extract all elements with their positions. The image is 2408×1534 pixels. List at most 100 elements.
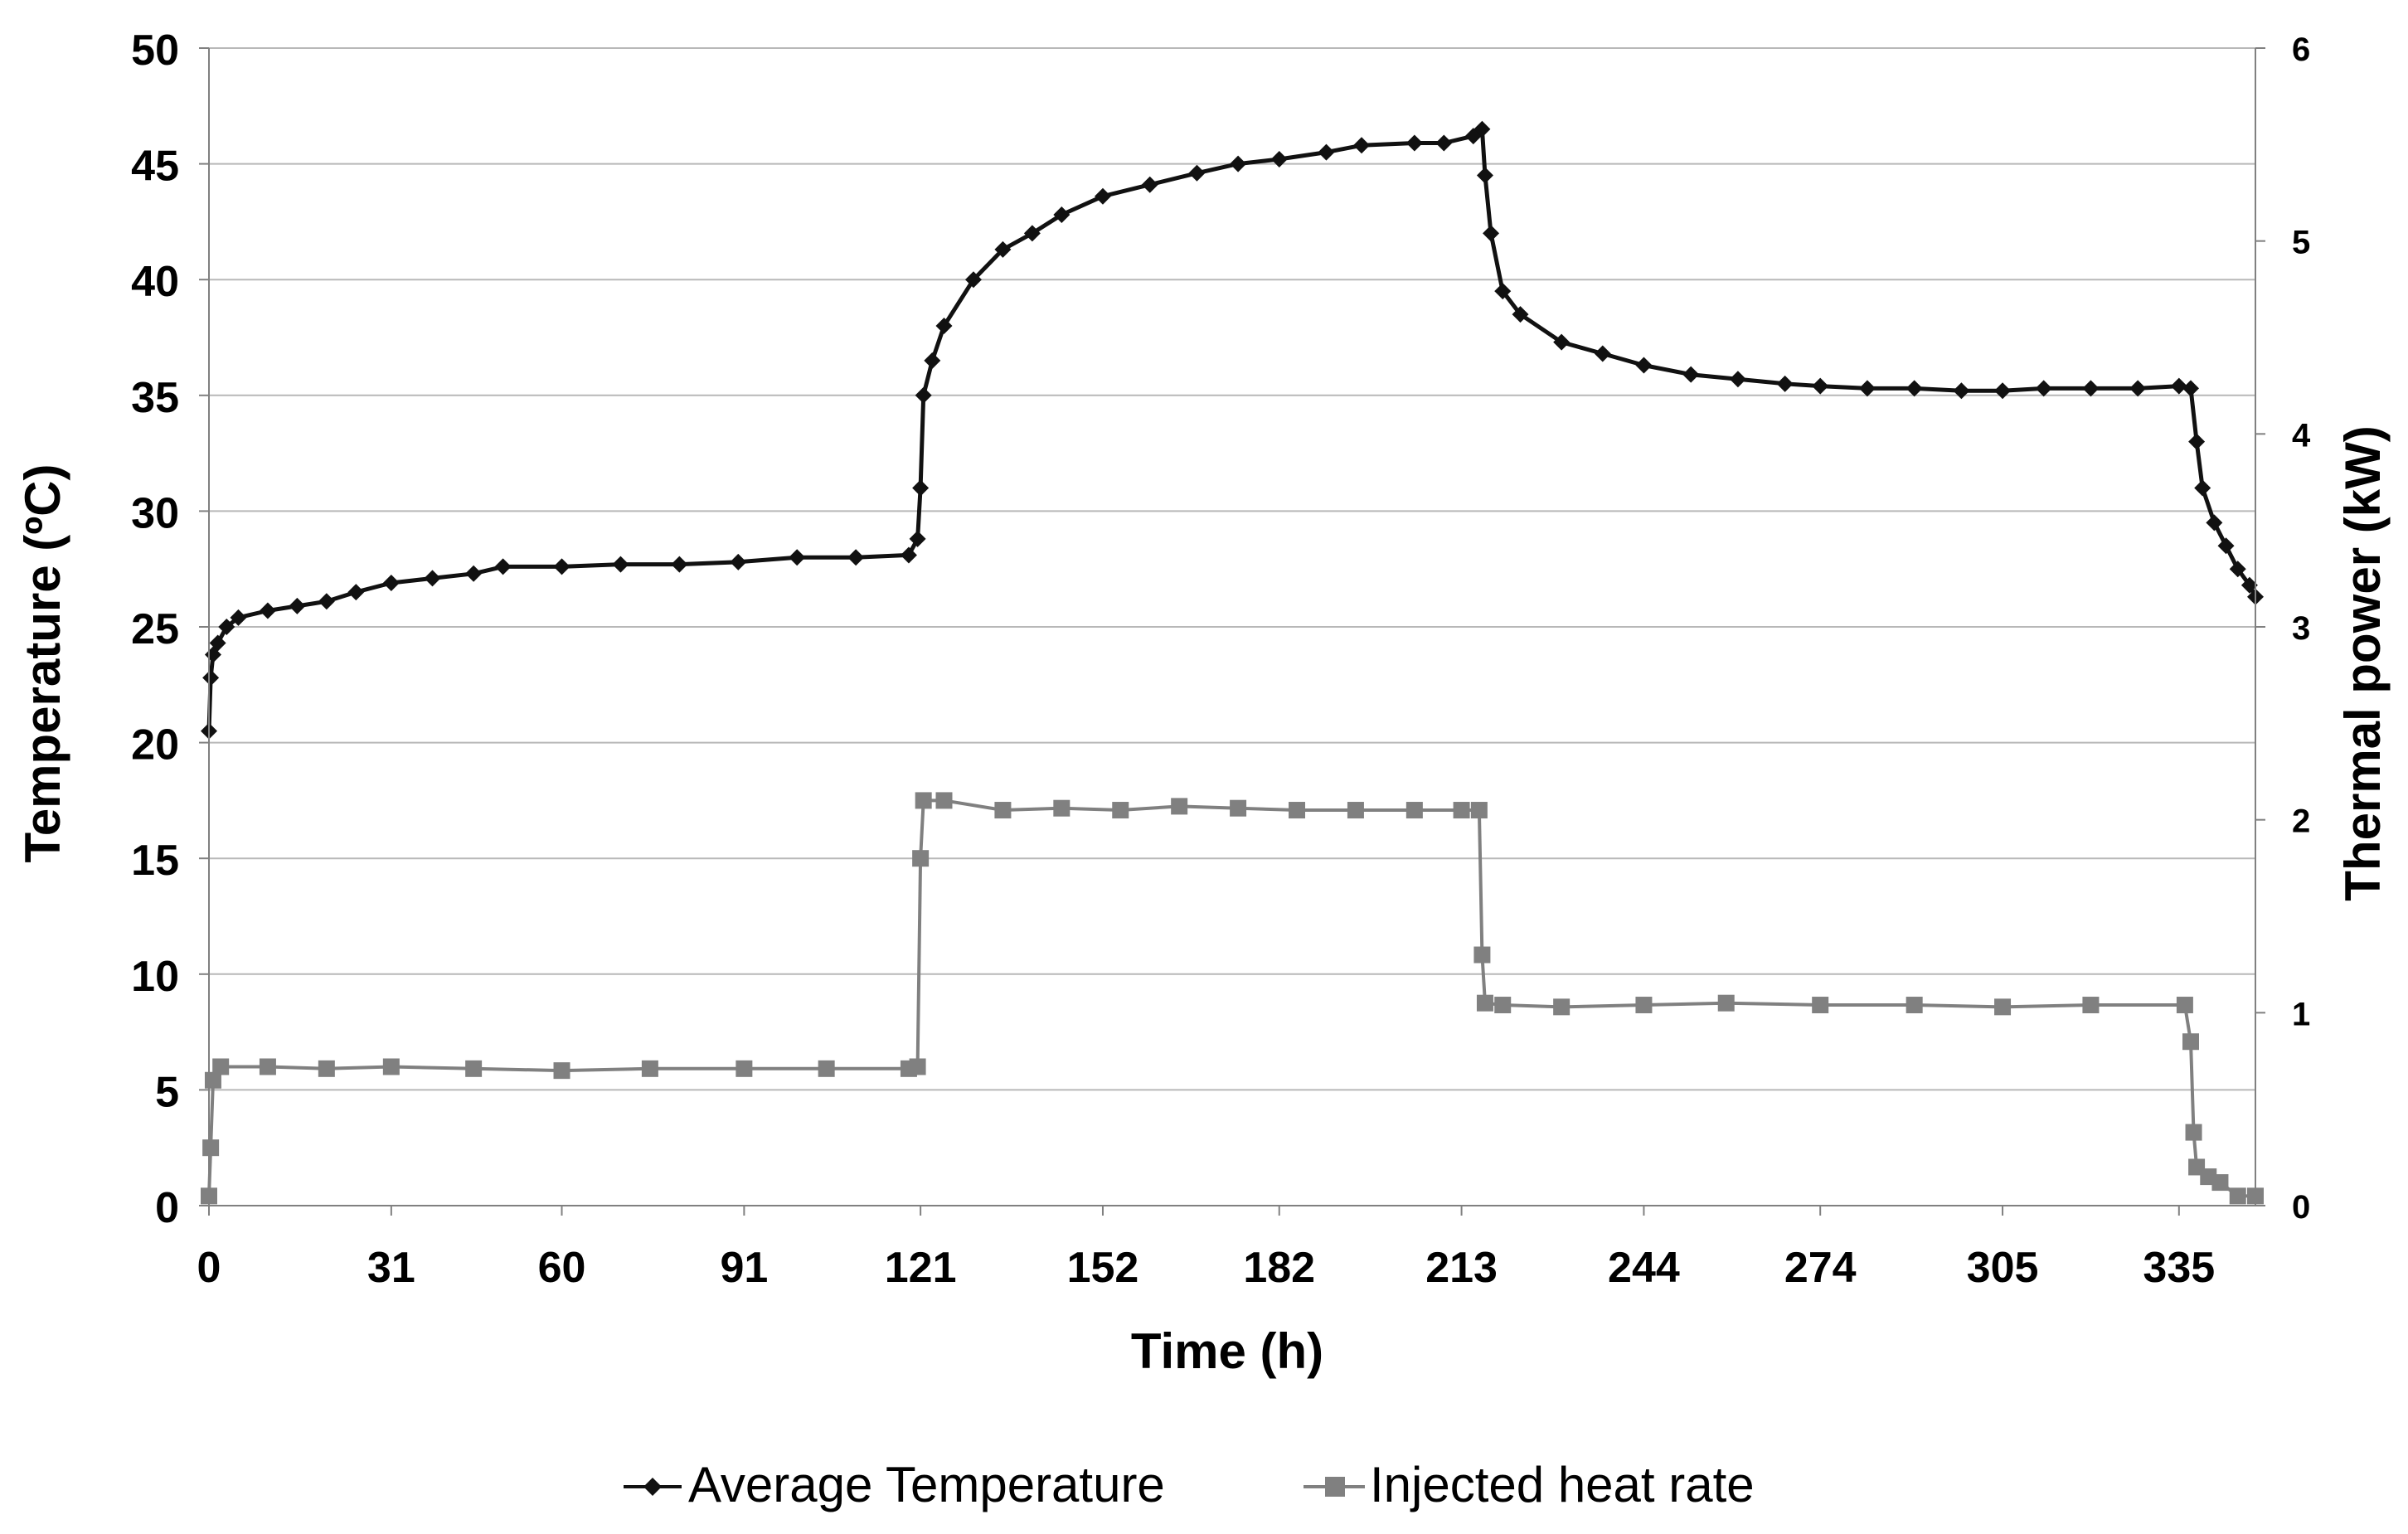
data-point <box>1906 997 1923 1014</box>
data-point <box>2082 380 2100 397</box>
data-point <box>1188 164 1206 182</box>
diamond-marker-icon <box>643 1478 662 1496</box>
data-point <box>2082 997 2100 1014</box>
data-point <box>1094 187 1111 205</box>
data-point <box>2211 1174 2229 1192</box>
data-point <box>1553 333 1571 351</box>
data-point <box>1476 994 1493 1012</box>
x-tick-label: 335 <box>2143 1244 2215 1292</box>
data-point <box>1112 802 1129 819</box>
x-tick-label: 31 <box>367 1244 415 1292</box>
data-point <box>1353 137 1371 154</box>
data-point <box>2229 561 2246 578</box>
data-point <box>424 570 441 587</box>
data-point <box>818 1060 835 1077</box>
data-point <box>994 802 1012 819</box>
data-point <box>789 549 806 566</box>
y2-tick-label: 3 <box>2292 610 2310 647</box>
data-point <box>1230 799 1247 817</box>
x-tick-label: 91 <box>720 1244 768 1292</box>
data-point <box>2176 997 2193 1014</box>
data-point <box>2241 576 2258 594</box>
data-point <box>1635 997 1653 1014</box>
y-tick-label: 50 <box>131 27 179 75</box>
data-point <box>318 1060 335 1077</box>
data-point <box>2185 1124 2202 1141</box>
data-point <box>1553 998 1571 1016</box>
data-point <box>1023 225 1041 242</box>
y-tick-label: 0 <box>155 1184 179 1232</box>
data-point <box>1812 377 1829 395</box>
data-point <box>382 574 400 591</box>
data-point <box>1483 225 1500 242</box>
y-tick-label: 30 <box>131 489 179 537</box>
y-tick-label: 20 <box>131 721 179 769</box>
series-average-temperature <box>201 120 2264 740</box>
data-point <box>2182 380 2199 397</box>
x-tick-label: 152 <box>1067 1244 1139 1292</box>
x-tick-label: 213 <box>1425 1244 1498 1292</box>
data-point <box>1682 366 1700 383</box>
data-point <box>259 602 276 619</box>
data-point <box>2217 537 2235 555</box>
data-point <box>1473 120 1491 138</box>
data-point <box>1812 997 1829 1014</box>
y2-tick-label: 0 <box>2292 1189 2310 1226</box>
x-tick-label: 182 <box>1243 1244 1315 1292</box>
data-point <box>935 792 953 809</box>
data-point <box>1635 357 1653 374</box>
data-point <box>964 271 982 289</box>
data-point <box>612 556 629 573</box>
data-point <box>553 558 570 575</box>
data-point <box>671 556 688 573</box>
data-point <box>912 479 930 497</box>
data-point <box>1717 994 1735 1012</box>
data-point <box>465 565 483 582</box>
legend: Average Temperature Injected heat rate <box>624 1457 1755 1512</box>
data-point <box>1906 380 1923 397</box>
data-point <box>202 1139 220 1157</box>
data-point <box>2035 380 2052 397</box>
y-tick-label: 15 <box>131 837 179 885</box>
data-point <box>1318 143 1335 161</box>
data-point <box>1053 799 1070 817</box>
data-point <box>382 1058 400 1075</box>
data-point <box>900 546 917 564</box>
x-axis-title: Time (h) <box>1131 1323 1323 1379</box>
data-point <box>915 792 932 809</box>
data-point <box>1473 946 1491 964</box>
legend-label-heat: Injected heat rate <box>1370 1457 1755 1512</box>
x-tick-label: 121 <box>885 1244 957 1292</box>
y2-tick-label: 2 <box>2292 803 2310 840</box>
legend-item-average-temperature: Average Temperature <box>624 1457 1165 1512</box>
data-point <box>2229 1187 2246 1205</box>
data-point <box>218 619 235 635</box>
data-point <box>1405 134 1423 152</box>
data-point <box>1053 206 1070 224</box>
data-point <box>1476 167 1493 184</box>
x-tick-label: 274 <box>1784 1244 1857 1292</box>
data-point <box>2206 514 2223 532</box>
legend-label-temperature: Average Temperature <box>688 1457 1165 1512</box>
data-point <box>202 669 220 687</box>
data-point <box>1494 283 1512 300</box>
data-point <box>494 558 512 575</box>
data-point <box>230 609 247 626</box>
data-point <box>2129 380 2147 397</box>
y-axis-title: Temperature (ºC) <box>15 464 70 863</box>
data-point <box>1776 375 1794 392</box>
data-point <box>1347 802 1364 819</box>
data-point <box>909 530 926 547</box>
x-tick-label: 305 <box>1967 1244 2039 1292</box>
data-point <box>935 318 953 335</box>
data-point <box>1230 155 1247 172</box>
x-tick-label: 60 <box>538 1244 586 1292</box>
data-point <box>915 386 932 404</box>
data-point <box>2194 479 2211 497</box>
y2-axis-title: Thermal power (kW) <box>2335 425 2391 900</box>
y2-tick-label: 5 <box>2292 225 2310 261</box>
data-point <box>465 1060 483 1077</box>
